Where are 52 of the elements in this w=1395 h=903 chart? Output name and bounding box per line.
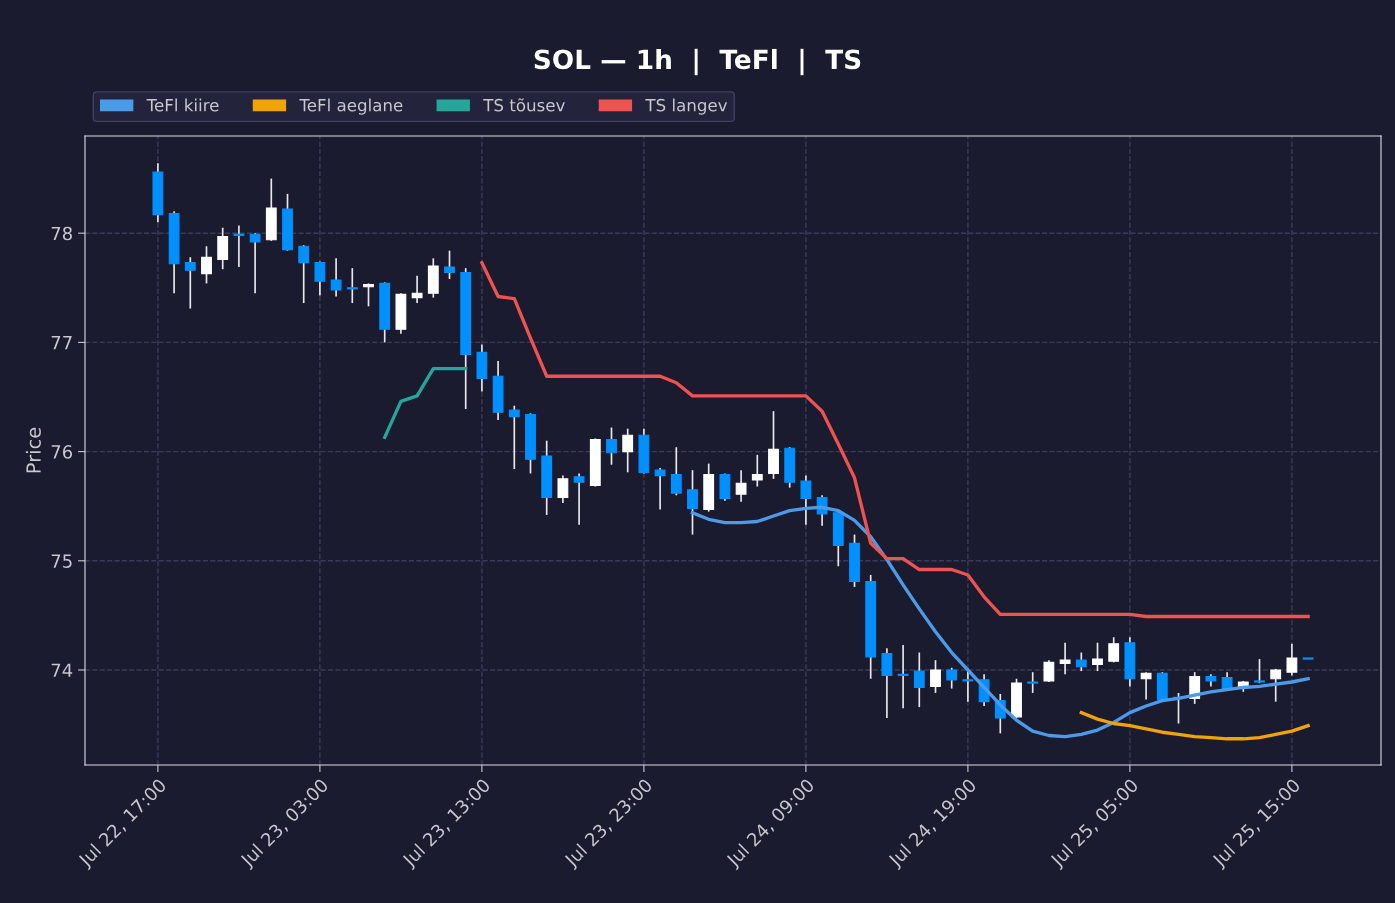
candlestick [411,274,423,304]
legend-label: TS tõusev [483,98,565,112]
y-tick-label: 74 [51,663,73,677]
candlestick [1254,658,1265,684]
candlestick [897,644,909,710]
line-series [480,261,1310,619]
candlestick [444,249,455,280]
candlestick [913,651,925,708]
candlestick [946,666,958,690]
y-tick-label: 76 [51,445,73,459]
y-tick-label: 78 [51,226,72,241]
candlestick [508,404,520,470]
candlestick [1108,636,1120,664]
candlestick [654,467,666,511]
candlestick [881,647,893,719]
candlestick [1286,642,1298,677]
chart-title: SOL — 1h | TeFl | TS [534,48,861,76]
candlestick [800,474,812,526]
candlestick [249,232,261,295]
line-series [383,366,468,440]
candlestick [233,224,245,268]
candlestick [606,426,617,466]
candlestick [962,670,974,703]
candlestick [184,256,196,310]
legend-label: TeFl kiire [146,98,219,112]
candlestick [622,427,634,474]
candlestick [1075,651,1087,672]
candlestick [687,469,698,536]
y-axis-title: Price [25,427,41,473]
candlestick [314,260,326,297]
candlestick [1140,671,1152,701]
y-tick-label: 77 [51,336,72,350]
y-tick-label: 75 [51,554,72,568]
candlestick [930,659,941,694]
candlestick [201,245,212,285]
candlestick [751,454,763,488]
candlestick [1270,668,1282,703]
candlestick [735,469,747,503]
candlestick [1059,641,1071,676]
legend-label: TeFl aeglane [299,98,403,115]
candlestick [557,474,569,504]
candlestick [298,244,310,304]
candlestick [1027,671,1039,694]
candlestick [217,226,229,271]
line-series [1079,710,1310,741]
candlestick [670,446,682,497]
candlestick [330,257,342,298]
candlestick [1092,641,1103,672]
candlestick [346,267,358,304]
candlestick [573,472,585,526]
candlestick [363,282,374,308]
legend-label: TS langev [645,98,728,115]
